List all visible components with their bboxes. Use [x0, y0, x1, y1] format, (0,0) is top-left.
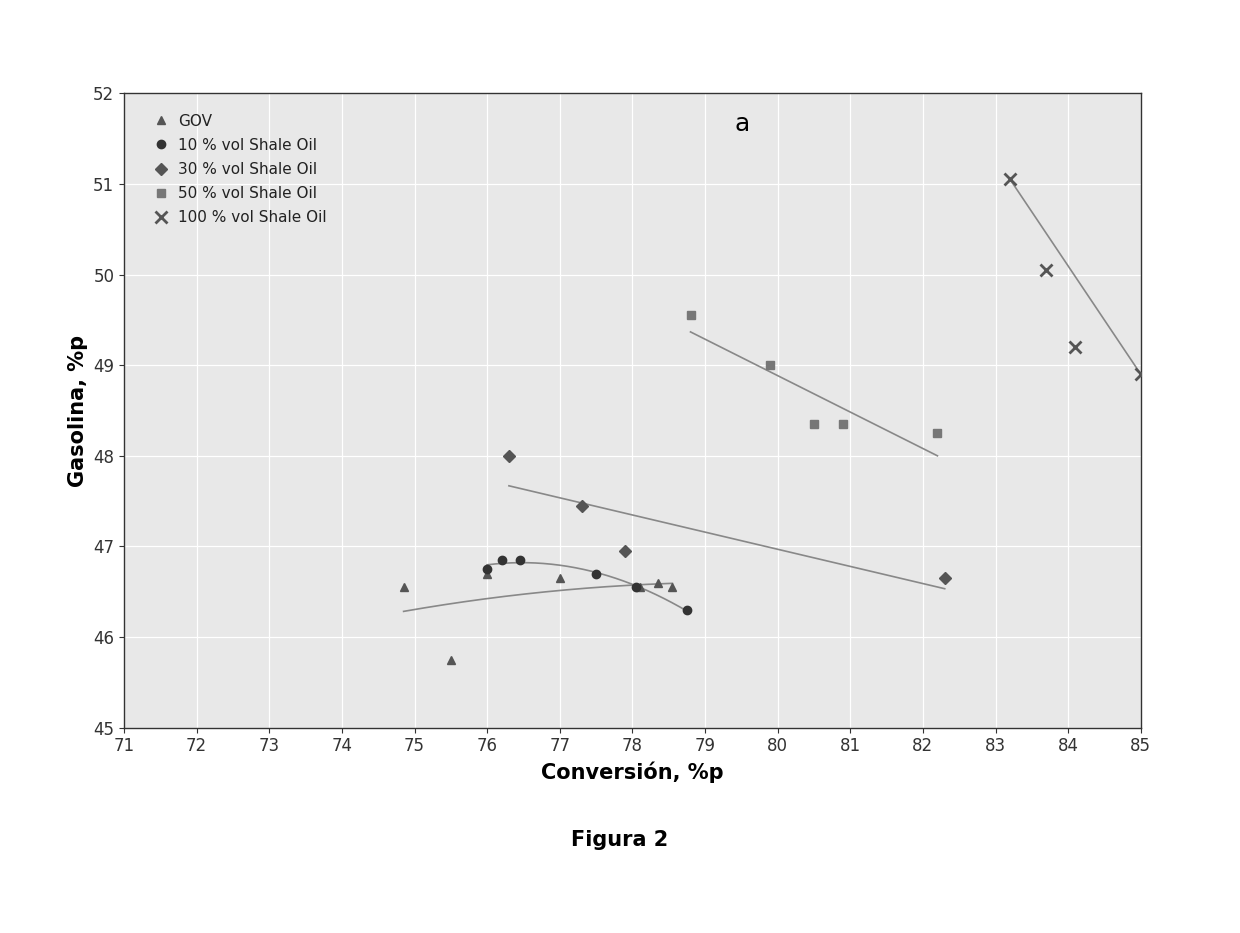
10 % vol Shale Oil: [512, 554, 527, 565]
50 % vol Shale Oil: [763, 359, 777, 370]
Line: 100 % vol Shale Oil: 100 % vol Shale Oil: [1004, 174, 1146, 380]
Y-axis label: Gasolina, %p: Gasolina, %p: [68, 334, 88, 487]
100 % vol Shale Oil: [1133, 369, 1148, 380]
30 % vol Shale Oil: [501, 451, 516, 462]
GOV: [665, 581, 680, 592]
Line: 50 % vol Shale Oil: 50 % vol Shale Oil: [686, 312, 941, 438]
Line: 10 % vol Shale Oil: 10 % vol Shale Oil: [482, 556, 691, 614]
100 % vol Shale Oil: [1039, 264, 1054, 275]
GOV: [396, 581, 410, 592]
X-axis label: Conversión, %p: Conversión, %p: [541, 761, 724, 783]
GOV: [480, 568, 495, 579]
30 % vol Shale Oil: [937, 573, 952, 584]
GOV: [632, 581, 647, 592]
Line: GOV: GOV: [399, 569, 677, 664]
Text: a: a: [734, 112, 749, 136]
10 % vol Shale Oil: [589, 568, 604, 579]
50 % vol Shale Oil: [806, 419, 821, 430]
30 % vol Shale Oil: [574, 500, 589, 511]
Line: 30 % vol Shale Oil: 30 % vol Shale Oil: [505, 452, 949, 582]
10 % vol Shale Oil: [480, 564, 495, 575]
GOV: [552, 573, 567, 584]
100 % vol Shale Oil: [1068, 341, 1083, 353]
50 % vol Shale Oil: [683, 310, 698, 321]
50 % vol Shale Oil: [930, 427, 945, 439]
100 % vol Shale Oil: [1003, 174, 1018, 185]
GOV: [444, 654, 459, 665]
Text: Figura 2: Figura 2: [572, 829, 668, 850]
GOV: [650, 578, 665, 589]
10 % vol Shale Oil: [680, 605, 694, 616]
10 % vol Shale Oil: [495, 554, 510, 565]
Legend: GOV, 10 % vol Shale Oil, 30 % vol Shale Oil, 50 % vol Shale Oil, 100 % vol Shale: GOV, 10 % vol Shale Oil, 30 % vol Shale …: [153, 114, 326, 225]
30 % vol Shale Oil: [618, 546, 632, 557]
10 % vol Shale Oil: [629, 581, 644, 592]
50 % vol Shale Oil: [836, 419, 851, 430]
